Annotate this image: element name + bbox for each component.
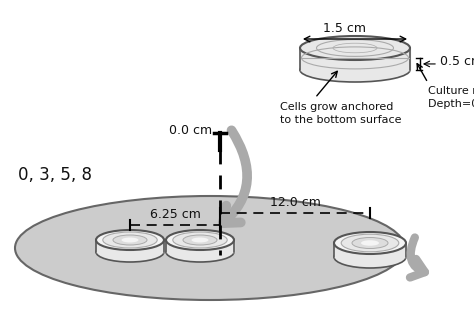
- Ellipse shape: [113, 235, 147, 245]
- Ellipse shape: [166, 242, 234, 262]
- Polygon shape: [300, 48, 410, 70]
- Ellipse shape: [334, 246, 406, 268]
- Ellipse shape: [96, 230, 164, 250]
- Ellipse shape: [191, 238, 209, 243]
- Ellipse shape: [166, 230, 234, 250]
- Ellipse shape: [173, 232, 227, 248]
- Text: 0, 3, 5, 8: 0, 3, 5, 8: [18, 166, 92, 184]
- Text: 1.5 cm: 1.5 cm: [323, 22, 366, 35]
- Text: 6.25 cm: 6.25 cm: [150, 208, 201, 221]
- Text: 0.0 cm: 0.0 cm: [169, 123, 212, 137]
- Text: 12.0 cm: 12.0 cm: [270, 196, 320, 209]
- Ellipse shape: [15, 196, 405, 300]
- Text: Culture media
Depth=0.5 cm: Culture media Depth=0.5 cm: [428, 86, 474, 109]
- Ellipse shape: [341, 234, 399, 252]
- Text: Cells grow anchored
to the bottom surface: Cells grow anchored to the bottom surfac…: [280, 102, 401, 125]
- Ellipse shape: [121, 238, 138, 243]
- Polygon shape: [334, 243, 406, 257]
- Ellipse shape: [103, 232, 157, 248]
- Ellipse shape: [183, 235, 217, 245]
- Polygon shape: [166, 240, 234, 252]
- Ellipse shape: [352, 238, 388, 248]
- Ellipse shape: [334, 232, 406, 254]
- Polygon shape: [96, 240, 164, 252]
- Ellipse shape: [96, 242, 164, 262]
- FancyArrowPatch shape: [223, 130, 247, 223]
- Ellipse shape: [300, 58, 410, 82]
- Text: 0.5 cm: 0.5 cm: [440, 55, 474, 68]
- Ellipse shape: [361, 240, 379, 246]
- Ellipse shape: [300, 36, 410, 60]
- FancyArrowPatch shape: [410, 238, 425, 277]
